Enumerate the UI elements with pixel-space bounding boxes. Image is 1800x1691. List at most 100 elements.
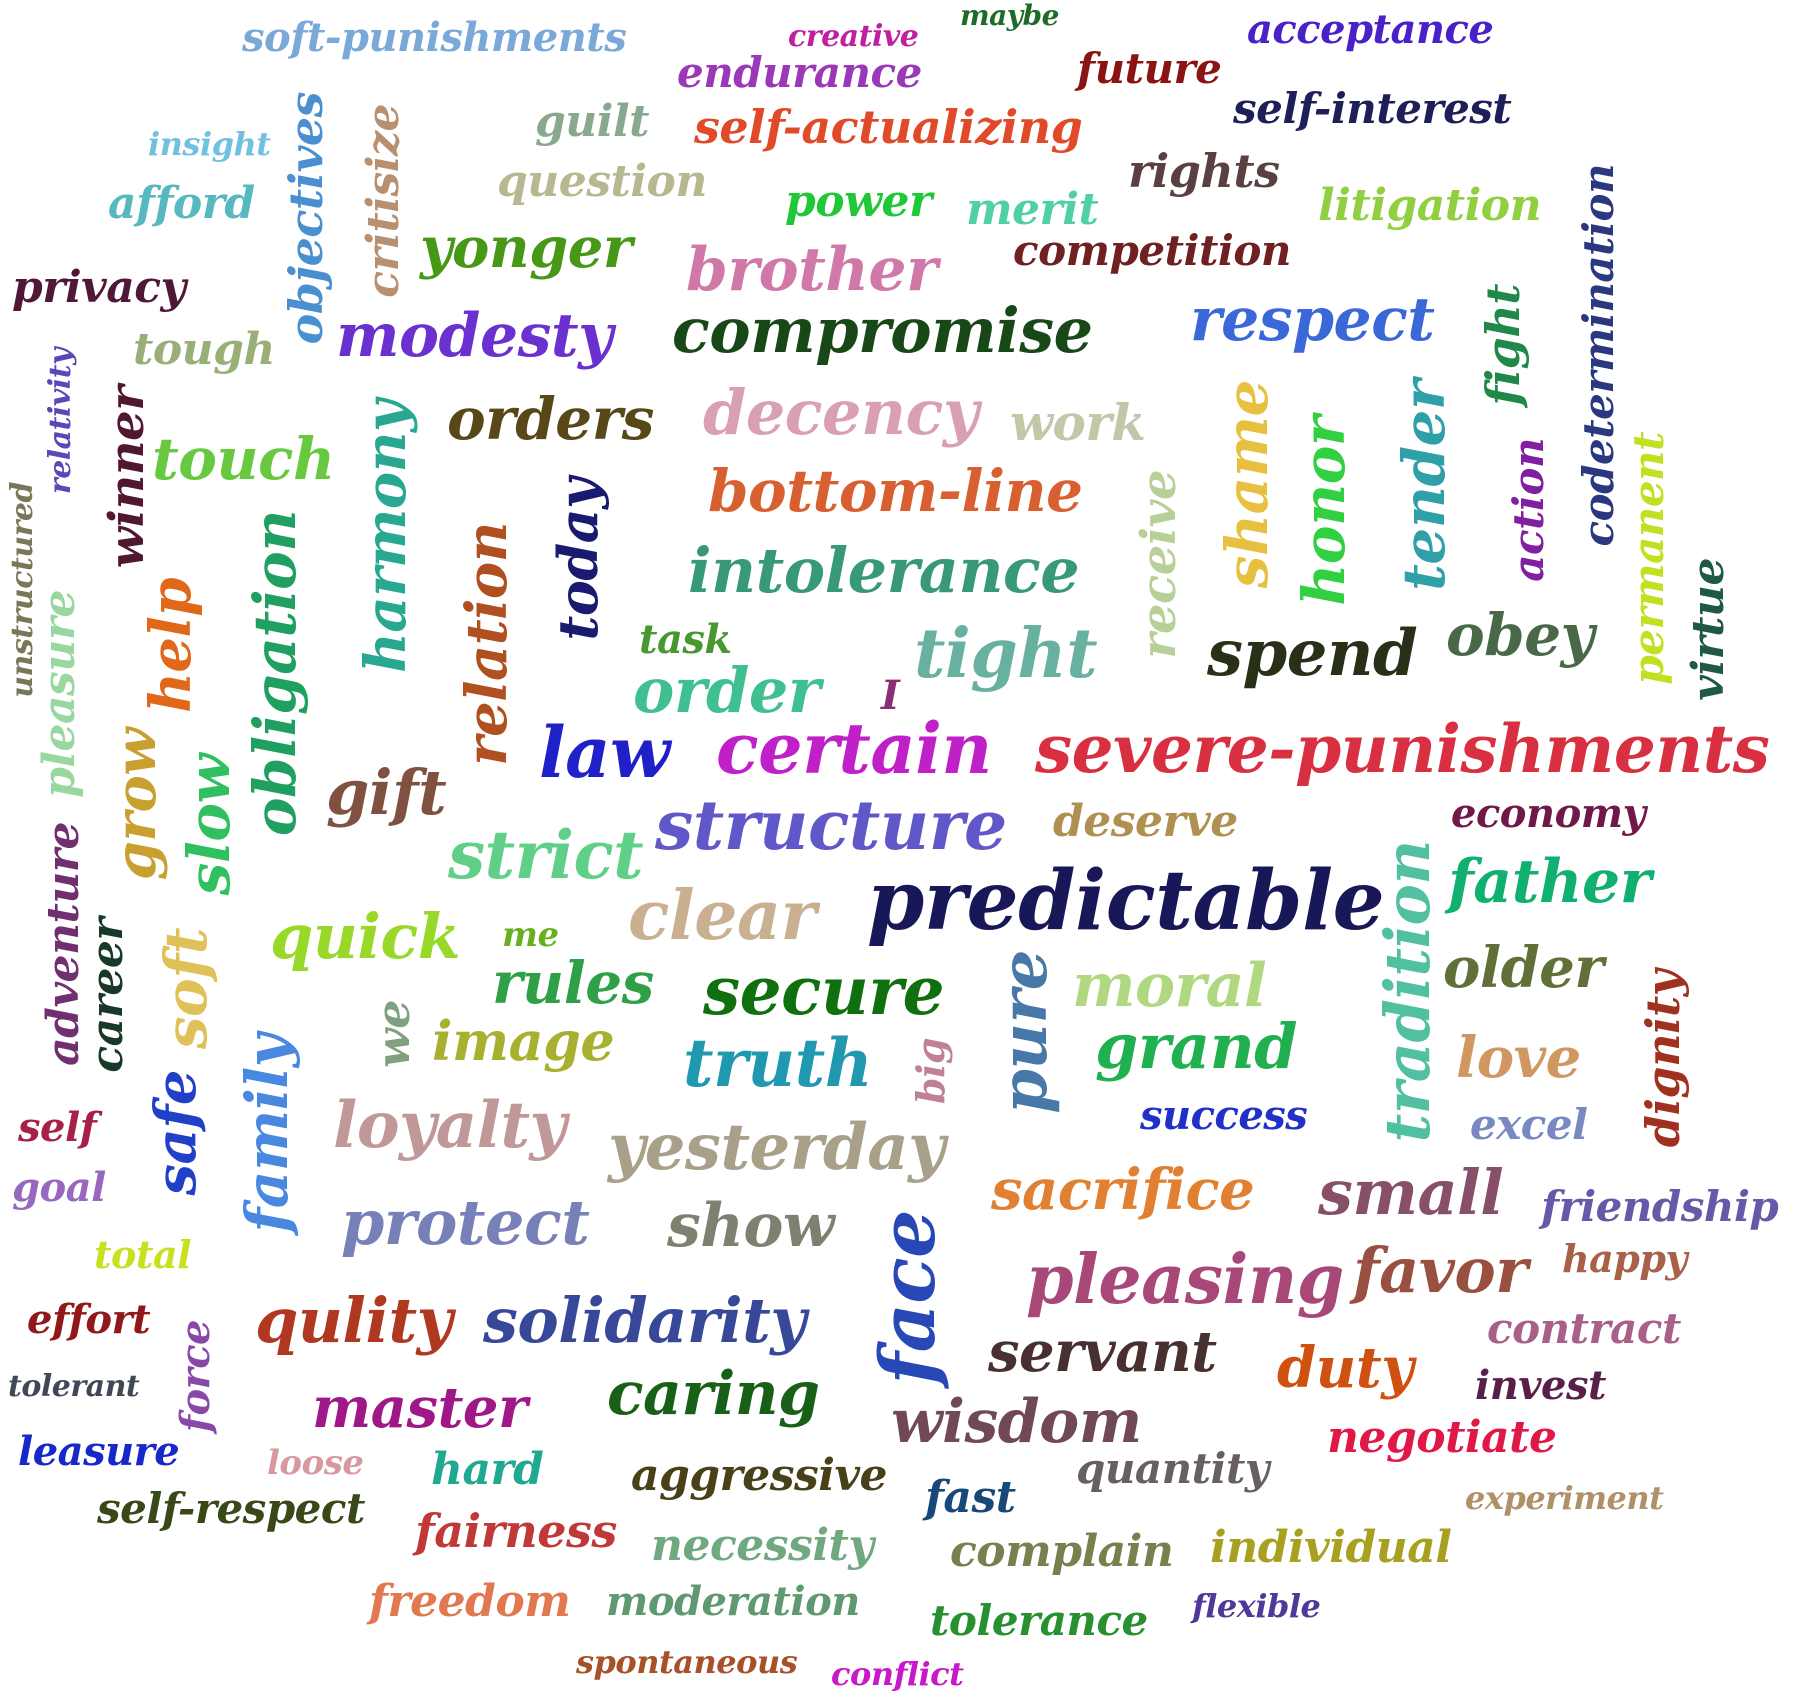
word-duty: duty xyxy=(1277,1335,1414,1401)
word-soft: soft xyxy=(152,928,220,1050)
word-excel: excel xyxy=(1470,1100,1588,1149)
word-big: big xyxy=(908,1038,953,1105)
word-caring: caring xyxy=(607,1359,820,1429)
word-orders: orders xyxy=(447,385,654,453)
word-self: self xyxy=(18,1104,97,1151)
word-order: order xyxy=(633,654,820,727)
word-i: I xyxy=(881,672,900,719)
word-secure: secure xyxy=(703,952,945,1030)
word-guilt: guilt xyxy=(535,96,650,147)
word-servant: servant xyxy=(988,1319,1217,1385)
word-permanent: permanent xyxy=(1624,432,1673,685)
word-total: total xyxy=(94,1232,192,1277)
word-structure: structure xyxy=(655,786,1007,866)
word-relation: relation xyxy=(454,522,520,766)
word-self-interest: self-interest xyxy=(1233,84,1512,133)
word-effort: effort xyxy=(27,1296,151,1343)
word-respect: respect xyxy=(1190,285,1435,355)
word-sacrifice: sacrifice xyxy=(991,1157,1255,1223)
word-tender: tender xyxy=(1390,380,1458,591)
word-privacy: privacy xyxy=(12,262,186,313)
word-afford: afford xyxy=(108,178,255,229)
word-negotiate: negotiate xyxy=(1327,1412,1557,1463)
word-grand: grand xyxy=(1095,1010,1298,1083)
word-question: question xyxy=(497,156,707,207)
word-yesterday: yesterday xyxy=(608,1110,945,1185)
word-conflict: conflict xyxy=(831,1655,964,1691)
word-clear: clear xyxy=(628,876,816,956)
word-soft-punishments: soft-punishments xyxy=(242,14,627,61)
word-pure: pure xyxy=(987,950,1062,1114)
word-endurance: endurance xyxy=(677,48,922,97)
word-grow: grow xyxy=(103,728,169,881)
word-objectives: objectives xyxy=(279,92,333,345)
word-task: task xyxy=(639,616,732,663)
word-certain: certain xyxy=(716,707,992,790)
word-obligation: obligation xyxy=(241,510,309,837)
word-pleasure: pleasure xyxy=(34,590,85,798)
word-freedom: freedom xyxy=(369,1576,571,1627)
word-goal: goal xyxy=(12,1164,106,1211)
word-tough: tough xyxy=(133,324,275,375)
word-father: father xyxy=(1448,847,1651,917)
word-creative: creative xyxy=(788,19,919,54)
word-favor: favor xyxy=(1353,1234,1528,1307)
word-friendship: friendship xyxy=(1541,1182,1779,1231)
word-intolerance: intolerance xyxy=(688,534,1080,607)
word-tight: tight xyxy=(914,614,1098,694)
word-modesty: modesty xyxy=(336,301,613,371)
word-dignity: dignity xyxy=(1636,970,1690,1148)
word-rights: rights xyxy=(1128,144,1280,198)
word-critisize: critisize xyxy=(358,104,409,298)
word-quantity: quantity xyxy=(1076,1444,1269,1493)
word-compromise: compromise xyxy=(672,294,1093,367)
word-maybe: maybe xyxy=(960,0,1059,32)
word-leasure: leasure xyxy=(18,1428,180,1475)
word-merit: merit xyxy=(966,184,1099,235)
word-love: love xyxy=(1456,1025,1581,1091)
word-spontaneous: spontaneous xyxy=(576,1643,798,1681)
word-qulity: qulity xyxy=(255,1284,453,1357)
word-family: family xyxy=(233,1034,301,1233)
word-self-actualizing: self-actualizing xyxy=(694,100,1083,154)
word-protect: protect xyxy=(341,1186,590,1259)
word-harmony: harmony xyxy=(353,400,419,673)
word-tradition: tradition xyxy=(1371,840,1444,1143)
word-self-respect: self-respect xyxy=(97,1484,365,1533)
word-force: force xyxy=(172,1320,219,1433)
word-hard: hard xyxy=(431,1444,544,1495)
word-loyalty: loyalty xyxy=(333,1088,567,1163)
word-we: we xyxy=(366,1000,420,1068)
word-fast: fast xyxy=(925,1472,1016,1523)
word-experiment: experiment xyxy=(1465,1479,1664,1517)
word-today: today xyxy=(546,478,610,641)
word-small: small xyxy=(1318,1156,1504,1229)
word-loose: loose xyxy=(267,1443,364,1483)
word-rules: rules xyxy=(492,949,654,1017)
word-complain: complain xyxy=(950,1526,1174,1577)
word-invest: invest xyxy=(1475,1362,1606,1409)
word-insight: insight xyxy=(148,125,271,163)
word-severe-punishments: severe-punishments xyxy=(1035,710,1770,788)
word-brother: brother xyxy=(686,235,938,305)
word-strict: strict xyxy=(448,816,644,894)
word-truth: truth xyxy=(683,1024,873,1102)
word-tolerance: tolerance xyxy=(930,1596,1148,1645)
word-contract: contract xyxy=(1487,1304,1681,1353)
word-bottom-line: bottom-line xyxy=(708,457,1083,525)
word-fight: fight xyxy=(1476,284,1530,406)
word-predictable: predictable xyxy=(867,853,1385,949)
word-face: face xyxy=(863,1210,952,1385)
word-acceptance: acceptance xyxy=(1247,6,1494,53)
word-spend: spend xyxy=(1207,616,1418,691)
word-show: show xyxy=(667,1191,835,1261)
word-touch: touch xyxy=(152,425,335,493)
word-virtue: virtue xyxy=(1683,558,1734,701)
word-master: master xyxy=(312,1375,528,1441)
word-future: future xyxy=(1077,44,1222,93)
word-solidarity: solidarity xyxy=(483,1284,806,1357)
word-economy: economy xyxy=(1451,790,1646,837)
word-decency: decency xyxy=(703,376,979,449)
word-safe: safe xyxy=(143,1070,209,1196)
